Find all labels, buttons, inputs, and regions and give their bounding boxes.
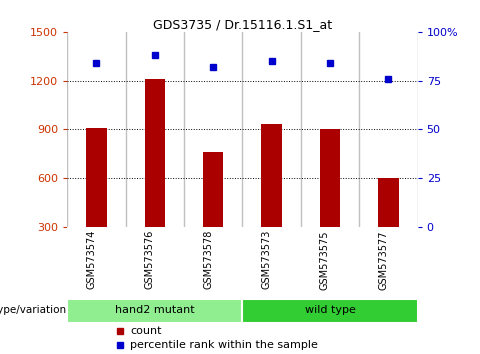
Title: GDS3735 / Dr.15116.1.S1_at: GDS3735 / Dr.15116.1.S1_at bbox=[153, 18, 332, 31]
Bar bbox=[320, 129, 340, 227]
Text: GSM573574: GSM573574 bbox=[86, 230, 96, 290]
Text: GSM573577: GSM573577 bbox=[378, 230, 388, 290]
Text: percentile rank within the sample: percentile rank within the sample bbox=[130, 339, 318, 350]
Text: GSM573578: GSM573578 bbox=[203, 230, 213, 290]
Text: genotype/variation: genotype/variation bbox=[0, 305, 66, 315]
Text: count: count bbox=[130, 326, 162, 336]
Bar bbox=[86, 127, 107, 227]
Text: wild type: wild type bbox=[305, 305, 355, 315]
Bar bbox=[262, 124, 282, 227]
Text: GSM573573: GSM573573 bbox=[262, 230, 272, 290]
Bar bbox=[203, 152, 223, 227]
Bar bbox=[144, 79, 165, 227]
Bar bbox=[378, 178, 398, 227]
Bar bbox=[67, 299, 242, 322]
Text: GSM573576: GSM573576 bbox=[145, 230, 155, 290]
Text: hand2 mutant: hand2 mutant bbox=[115, 305, 194, 315]
Bar bbox=[242, 299, 418, 322]
Text: GSM573575: GSM573575 bbox=[320, 230, 330, 290]
